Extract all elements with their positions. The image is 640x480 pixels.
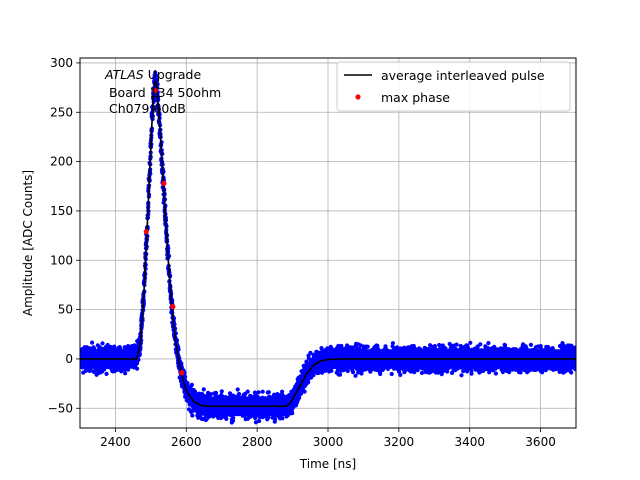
x-tick-label: 3000 xyxy=(313,435,344,449)
x-tick-label: 3400 xyxy=(454,435,485,449)
legend-point-swatch xyxy=(355,94,361,100)
x-tick-label: 3600 xyxy=(525,435,556,449)
annotation-channel: Ch079 60dB xyxy=(105,101,186,116)
y-tick-label: −50 xyxy=(48,401,73,415)
max-phase-point xyxy=(152,87,158,94)
x-tick-label: 2800 xyxy=(242,435,273,449)
max-phase-point xyxy=(143,229,149,235)
max-phase-point xyxy=(170,304,176,310)
svg-text:ATLAS Upgrade: ATLAS Upgrade xyxy=(104,67,201,82)
max-phase-point xyxy=(179,370,185,376)
annotation-upgrade: Upgrade xyxy=(144,67,202,82)
y-tick-label: 150 xyxy=(50,204,73,218)
y-tick-label: 250 xyxy=(50,105,73,119)
annotation-board: Board 134 50ohm xyxy=(105,85,221,100)
average-pulse-line xyxy=(80,79,576,408)
max-phase-point xyxy=(161,180,167,186)
atlas-annotation: ATLAS Upgrade Board 134 50ohm Ch079 60dB xyxy=(104,67,221,116)
y-tick-label: 200 xyxy=(50,155,73,169)
legend-box xyxy=(336,61,571,112)
x-tick-label: 3200 xyxy=(384,435,415,449)
y-tick-label: 50 xyxy=(58,303,73,317)
y-tick-label: 300 xyxy=(50,56,73,70)
average-pulse-line-layer xyxy=(80,79,576,408)
y-tick-label: 0 xyxy=(65,352,73,366)
legend-label-average: average interleaved pulse xyxy=(381,68,545,83)
x-tick-label: 2400 xyxy=(100,435,131,449)
legend: average interleaved pulse max phase xyxy=(336,61,571,112)
x-axis-label: Time [ns] xyxy=(299,457,356,471)
y-axis-label: Amplitude [ADC Counts] xyxy=(21,170,35,316)
legend-label-max-phase: max phase xyxy=(381,90,450,105)
x-tick-label: 2600 xyxy=(171,435,202,449)
annotation-atlas: ATLAS xyxy=(104,67,144,82)
y-tick-label: 100 xyxy=(50,253,73,267)
axis-ticks: 2400 2600 2800 3000 3200 3400 3600 −50 0 50 100 150… xyxy=(48,56,556,449)
max-phase-points xyxy=(143,87,185,376)
